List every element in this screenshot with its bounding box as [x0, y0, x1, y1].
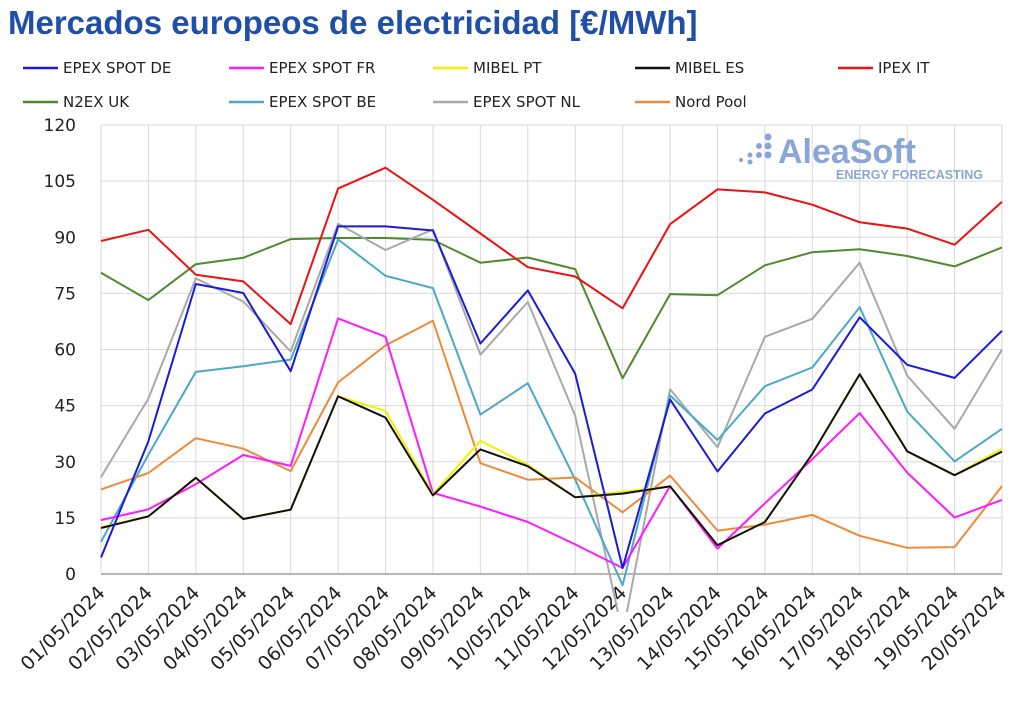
y-tick-label: 0 [65, 565, 76, 585]
legend-label-epex-spot-be: EPEX SPOT BE [269, 93, 376, 111]
series-line-mibel-es [100, 373, 1003, 547]
legend-label-mibel-pt: MIBEL PT [473, 59, 542, 77]
y-tick-label: 90 [54, 228, 76, 248]
legend-label-n2ex-uk: N2EX UK [63, 93, 130, 111]
legend-label-epex-spot-de: EPEX SPOT DE [63, 59, 171, 77]
y-tick-label: 60 [54, 341, 76, 361]
legend-label-epex-spot-fr: EPEX SPOT FR [269, 59, 375, 77]
watermark-tagline: ENERGY FORECASTING [836, 168, 983, 182]
y-tick-label: 120 [44, 116, 76, 136]
series-line-epex-spot-be [100, 238, 1003, 587]
logo-dot [747, 159, 753, 165]
legend-label-epex-spot-nl: EPEX SPOT NL [473, 93, 581, 111]
logo-dot [756, 143, 762, 149]
series-line-nord-pool [100, 319, 1003, 549]
legend-label-mibel-es: MIBEL ES [675, 59, 744, 77]
logo-dot [756, 152, 762, 158]
logo-dot [764, 151, 772, 159]
y-tick-label: 15 [54, 509, 76, 529]
series-line-epex-spot-de [100, 225, 1003, 569]
series-line-ipex-it [100, 166, 1003, 326]
logo-dot [747, 152, 753, 158]
aleasoft-watermark: AleaSoft ENERGY FORECASTING [739, 133, 983, 182]
y-tick-labels: 0 15 30 45 60 75 90 105 120 [44, 116, 76, 585]
legend-label-nord-pool: Nord Pool [675, 93, 747, 111]
series-lines [100, 166, 1003, 612]
x-tick-labels: 01/05/202402/05/202403/05/202404/05/2024… [17, 582, 1011, 675]
legend-label-ipex-it: IPEX IT [878, 59, 930, 77]
series-line-epex-spot-nl [100, 222, 1003, 612]
logo-dot [764, 133, 772, 141]
y-tick-label: 30 [54, 453, 76, 473]
y-tick-label: 105 [44, 172, 76, 192]
series-line-epex-spot-fr [100, 317, 1003, 569]
series-line-n2ex-uk [100, 237, 1003, 380]
logo-dot [764, 142, 772, 150]
logo-dot [739, 158, 743, 162]
y-tick-label: 75 [54, 284, 76, 304]
watermark-brand: AleaSoft [778, 133, 916, 171]
aleasoft-logo-icon [739, 133, 772, 165]
page-title: Mercados europeos de electricidad [€/MWh… [8, 4, 698, 41]
y-tick-label: 45 [54, 397, 76, 417]
legend: EPEX SPOT DE EPEX SPOT FR MIBEL PT MIBEL ES… [23, 59, 930, 111]
gridlines [100, 124, 1003, 574]
